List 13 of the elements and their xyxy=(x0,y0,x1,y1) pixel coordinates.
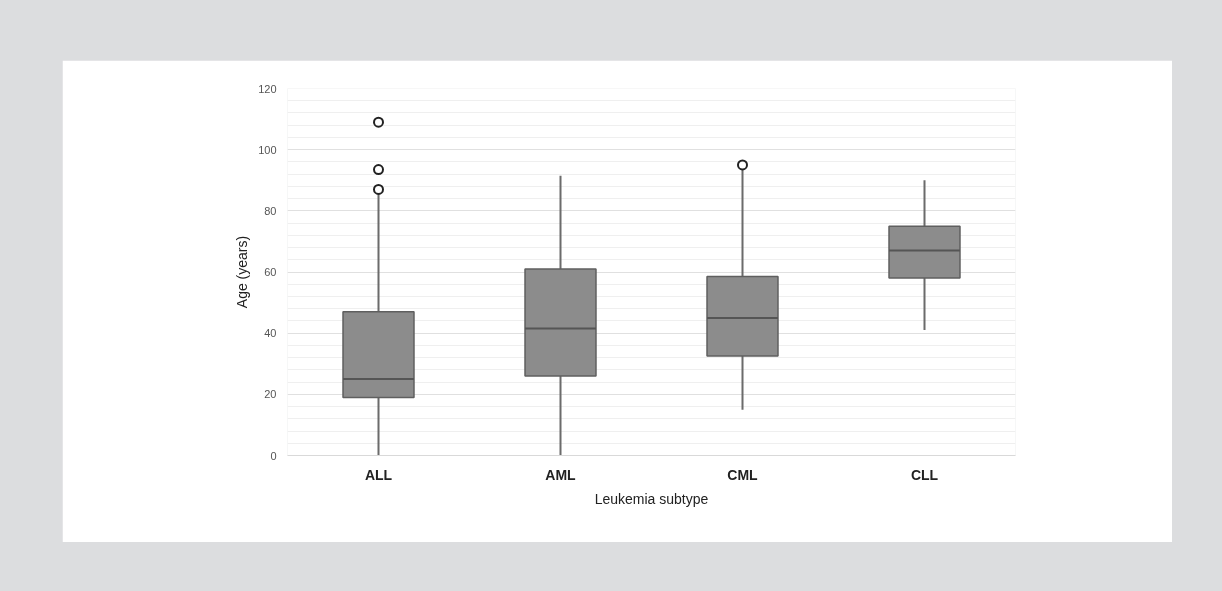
x-tick-label: AML xyxy=(545,466,577,483)
y-tick-label: 0 xyxy=(270,449,277,462)
y-tick-label: 100 xyxy=(258,143,277,156)
y-tick-label: 60 xyxy=(264,266,277,278)
y-tick-label: 40 xyxy=(264,327,277,340)
y-tick-label: 120 xyxy=(258,82,277,95)
y-tick-label: 80 xyxy=(264,204,277,217)
x-tick-label: ALL xyxy=(364,466,393,483)
x-tick-label: CML xyxy=(727,466,759,483)
x-axis-title: Leukemia subtype xyxy=(594,490,709,507)
y-tick-label: 20 xyxy=(264,388,277,401)
y-axis-title: Age (years) xyxy=(234,235,251,309)
x-tick-label: CLL xyxy=(910,466,939,483)
